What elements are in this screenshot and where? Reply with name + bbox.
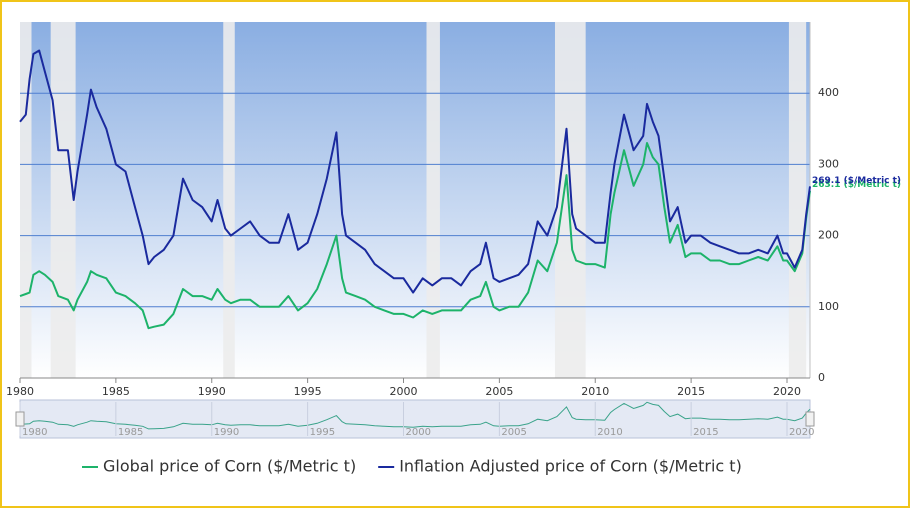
- navigator[interactable]: [19, 399, 811, 439]
- shaded-period: [788, 22, 807, 378]
- x-tick-label: 2005: [485, 385, 513, 398]
- navigator-tick-label: 2000: [405, 427, 430, 438]
- y-tick-label: 400: [818, 86, 839, 99]
- y-tick-label: 100: [818, 300, 839, 313]
- navigator-tick-label: 2010: [597, 427, 622, 438]
- series-line: [19, 49, 811, 294]
- plot-background: [20, 22, 810, 378]
- end-label: 263.1 ($/Metric t): [812, 180, 901, 190]
- navigator-line: [19, 401, 811, 430]
- x-tick-label: 2015: [677, 385, 705, 398]
- shaded-period: [426, 22, 440, 378]
- navigator-tick-label: 2015: [693, 427, 718, 438]
- y-tick-label: 300: [818, 157, 839, 170]
- y-tick-label: 200: [818, 229, 839, 242]
- x-tick-label: 2020: [773, 385, 801, 398]
- end-label: 269.1 ($/Metric t): [812, 176, 901, 186]
- navigator-tick-label: 1980: [22, 427, 47, 438]
- navigator-tick-label: 1985: [118, 427, 143, 438]
- navigator-tick-label: 1990: [214, 427, 239, 438]
- navigator-tick-label: 1995: [310, 427, 335, 438]
- x-tick-label: 1990: [198, 385, 226, 398]
- navigator-tick-label: 2020: [789, 427, 814, 438]
- shaded-period: [20, 22, 32, 378]
- navigator-tick-label: 2005: [501, 427, 526, 438]
- shaded-period: [223, 22, 235, 378]
- x-tick-label: 2010: [581, 385, 609, 398]
- series-line: [19, 142, 811, 330]
- legend-label[interactable]: Inflation Adjusted price of Corn ($/Metr…: [399, 457, 742, 476]
- shaded-period: [50, 22, 76, 378]
- x-tick-label: 1980: [6, 385, 34, 398]
- navigator-handle[interactable]: [805, 411, 815, 427]
- x-tick-label: 2000: [389, 385, 417, 398]
- legend-label[interactable]: Global price of Corn ($/Metric t): [103, 457, 356, 476]
- navigator-handle[interactable]: [15, 411, 25, 427]
- y-tick-label: 0: [818, 371, 825, 384]
- x-tick-label: 1995: [294, 385, 322, 398]
- x-tick-label: 1985: [102, 385, 130, 398]
